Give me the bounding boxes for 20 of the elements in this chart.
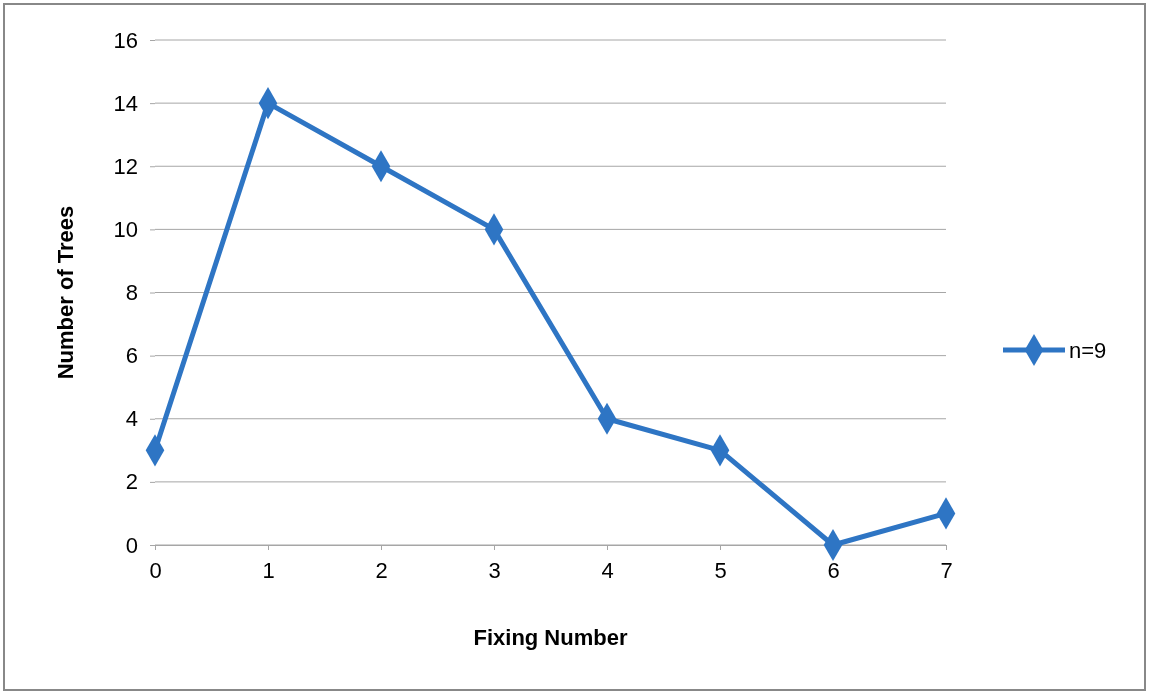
x-tick-label: 0	[149, 557, 162, 583]
legend-label: n=9	[1069, 338, 1107, 363]
y-tick-label: 10	[113, 216, 138, 242]
y-tick-label: 6	[125, 343, 138, 369]
x-tick-label: 5	[714, 557, 727, 583]
y-tick-label: 2	[125, 469, 138, 495]
x-tick-label: 2	[375, 557, 388, 583]
x-tick-label: 7	[940, 557, 953, 583]
x-tick-label: 1	[262, 557, 275, 583]
y-tick-label: 12	[113, 153, 138, 179]
y-tick-label: 16	[113, 27, 138, 53]
y-tick-label: 8	[125, 280, 138, 306]
x-axis-title: Fixing Number	[473, 625, 628, 650]
y-tick-label: 4	[125, 406, 138, 432]
x-tick-label: 3	[488, 557, 501, 583]
y-axis-title: Number of Trees	[53, 205, 78, 380]
x-tick-label: 4	[601, 557, 614, 583]
y-tick-label: 0	[125, 532, 138, 558]
y-tick-label: 14	[113, 90, 138, 116]
x-tick-label: 6	[827, 557, 840, 583]
